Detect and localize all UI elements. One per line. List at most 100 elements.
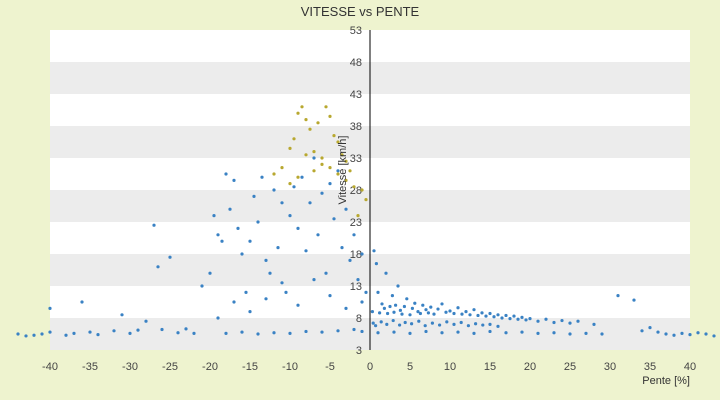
data-point — [232, 300, 236, 304]
data-point — [40, 332, 44, 336]
data-point — [504, 331, 508, 335]
data-point — [468, 313, 472, 317]
data-point — [664, 332, 668, 336]
data-point — [436, 307, 440, 311]
data-point — [416, 310, 420, 314]
data-point — [398, 323, 402, 327]
data-point — [112, 329, 116, 333]
data-point — [200, 284, 204, 288]
y-tick-label: 43 — [350, 89, 362, 101]
data-point — [320, 191, 324, 195]
data-point — [584, 331, 588, 335]
data-point — [340, 153, 344, 157]
data-point — [400, 312, 404, 316]
y-tick-label: 33 — [350, 153, 362, 165]
data-point — [476, 313, 480, 318]
data-point — [488, 322, 492, 326]
data-point — [280, 166, 284, 170]
data-point — [224, 172, 228, 176]
data-point — [423, 324, 427, 328]
data-point — [324, 271, 328, 275]
data-point — [252, 194, 256, 198]
data-point — [308, 201, 312, 205]
data-point — [372, 249, 376, 253]
data-point — [192, 331, 196, 335]
data-point — [308, 127, 312, 131]
data-point — [80, 300, 84, 304]
data-point — [472, 331, 476, 335]
data-point — [403, 320, 407, 325]
data-point — [560, 318, 564, 323]
data-point — [391, 318, 395, 323]
data-point — [348, 169, 352, 173]
data-point — [144, 319, 148, 323]
data-point — [336, 329, 340, 333]
data-point — [398, 308, 402, 312]
data-point — [264, 258, 268, 262]
data-point — [568, 321, 572, 325]
data-point — [276, 246, 280, 250]
data-point — [240, 330, 244, 334]
data-point — [394, 303, 398, 307]
data-point — [616, 294, 620, 298]
y-axis-label: Vitesse [km/h] — [337, 136, 349, 205]
data-point — [240, 252, 244, 256]
data-point — [336, 169, 340, 173]
data-point — [492, 315, 496, 319]
data-point — [536, 331, 540, 335]
data-point — [445, 320, 449, 324]
data-point — [452, 311, 456, 316]
data-point — [592, 322, 596, 326]
data-point — [408, 313, 412, 317]
y-tick-label: 23 — [350, 217, 362, 229]
data-point — [360, 188, 364, 192]
data-point — [384, 271, 388, 275]
data-points — [16, 105, 716, 338]
data-point — [388, 304, 392, 309]
data-point — [371, 321, 375, 325]
data-point — [352, 233, 356, 237]
data-point — [696, 331, 700, 335]
data-point — [421, 303, 425, 307]
x-tick-label: -40 — [42, 361, 58, 373]
data-point — [324, 105, 328, 109]
x-tick-label: 0 — [367, 361, 373, 373]
data-point — [168, 255, 172, 259]
data-point — [378, 311, 382, 315]
data-point — [212, 214, 216, 218]
data-point — [280, 201, 284, 205]
data-point — [64, 333, 68, 337]
data-point — [456, 306, 460, 310]
data-point — [360, 300, 364, 304]
data-point — [344, 306, 348, 310]
data-point — [576, 319, 580, 323]
data-point — [32, 333, 36, 337]
data-point — [504, 313, 508, 318]
data-point — [488, 329, 492, 334]
data-point — [376, 290, 380, 294]
data-point — [288, 214, 292, 218]
y-tick-label: 48 — [350, 57, 362, 69]
data-point — [336, 172, 340, 176]
data-point — [300, 175, 304, 179]
data-point — [364, 198, 368, 202]
data-point — [408, 331, 412, 335]
data-point — [374, 262, 378, 266]
data-point — [544, 317, 548, 321]
x-tick-label: -15 — [242, 361, 258, 373]
data-point — [481, 323, 485, 327]
data-point — [704, 332, 708, 336]
data-point — [360, 252, 364, 256]
y-tick-label: 13 — [350, 281, 362, 293]
data-point — [370, 310, 374, 314]
data-point — [418, 311, 422, 316]
data-point — [382, 306, 386, 310]
data-point — [280, 281, 284, 285]
data-point — [410, 306, 414, 310]
data-point — [440, 302, 444, 306]
data-point — [48, 330, 52, 334]
data-point — [680, 331, 684, 335]
x-tick-label: 35 — [644, 361, 656, 373]
chart-title: VITESSE vs PENTE — [301, 4, 420, 19]
data-point — [300, 105, 304, 109]
